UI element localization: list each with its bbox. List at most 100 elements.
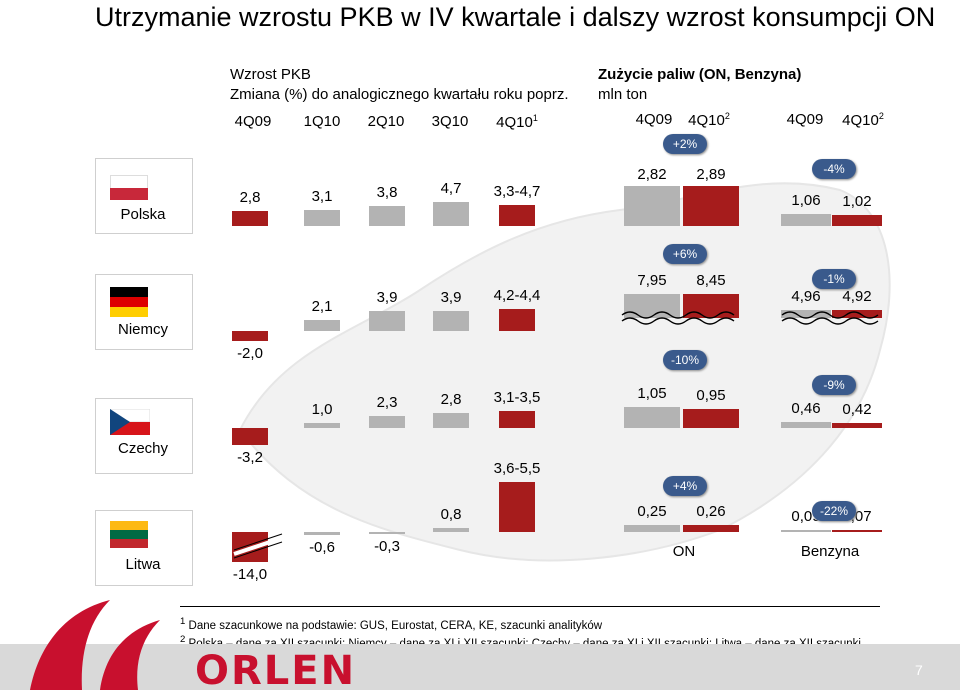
country-label-poland: Polska bbox=[120, 206, 166, 223]
gdp-bar bbox=[433, 201, 469, 226]
fuel-benz-label: 4,92 bbox=[842, 288, 872, 305]
fuel-col-header-label: 4Q10 bbox=[688, 112, 725, 129]
fuel-on-label: 0,95 bbox=[696, 387, 726, 404]
flag-poland bbox=[95, 158, 193, 234]
fuel-benz-label: 1,06 bbox=[791, 192, 821, 210]
fuel-benz-bar bbox=[781, 310, 831, 318]
gdp-data-label: 2,3 bbox=[376, 394, 398, 412]
fuel-on-bar bbox=[624, 407, 680, 428]
gdp-data-label: 3,8 bbox=[376, 184, 398, 202]
footnote-marker: 2 bbox=[724, 111, 730, 121]
footer-bar bbox=[0, 644, 960, 690]
gdp-bar bbox=[304, 532, 340, 536]
gdp-header-title: Wzrost PKB bbox=[230, 66, 311, 83]
fuel-on-bar bbox=[683, 294, 739, 318]
gdp-data-label: 3,9 bbox=[376, 288, 398, 306]
fuel-benz-bar bbox=[832, 530, 882, 532]
fuel-on-bar bbox=[683, 409, 739, 428]
footnote-text: Dane szacunkowe na podstawie: GUS, Euros… bbox=[188, 619, 603, 632]
change-badge: -9% bbox=[812, 375, 856, 395]
fuel-on-bar bbox=[683, 186, 739, 226]
gdp-col-header: 2Q10 bbox=[367, 113, 405, 130]
footnote-1: 1 Dane szacunkowe na podstawie: GUS, Eur… bbox=[180, 615, 880, 633]
gdp-data-label: 3,9 bbox=[440, 288, 462, 306]
flag-czechia bbox=[95, 398, 193, 474]
country-label-germany: Niemcy bbox=[117, 321, 168, 338]
fuel-benz-label: 0,42 bbox=[842, 400, 872, 418]
gdp-data-label: -2,0 bbox=[237, 345, 263, 363]
change-badge: -22% bbox=[812, 501, 856, 521]
gdp-bar bbox=[232, 331, 268, 342]
gdp-data-label: 1,0 bbox=[311, 400, 333, 418]
gdp-data-label: 2,8 bbox=[239, 189, 261, 207]
fuel-col-header: 4Q09 bbox=[786, 111, 824, 128]
gdp-bar bbox=[369, 416, 405, 428]
fuel-col-header-label: 4Q10 bbox=[842, 112, 879, 129]
fuel-benz-bar bbox=[832, 214, 882, 226]
gdp-col-header: 1Q10 bbox=[303, 113, 341, 130]
gdp-col-header: 4Q101 bbox=[477, 113, 557, 131]
gdp-data-label: -0,6 bbox=[309, 539, 335, 557]
gdp-bar bbox=[232, 211, 268, 226]
fuel-benz-bar bbox=[781, 422, 831, 428]
fuel-col-header: 4Q09 bbox=[635, 111, 673, 128]
fuel-on-label: 1,05 bbox=[637, 385, 667, 402]
page-number: 7 bbox=[915, 662, 923, 678]
page-title: Utrzymanie wzrostu PKB w IV kwartale i d… bbox=[95, 2, 936, 32]
flag-germany bbox=[95, 274, 193, 350]
fuel-on-bar bbox=[683, 524, 739, 532]
fuel-group-label-benzyna: Benzyna bbox=[800, 543, 860, 560]
gdp-data-label: -3,2 bbox=[237, 448, 263, 466]
gdp-bar bbox=[433, 413, 469, 428]
gdp-data-label: 4,7 bbox=[440, 179, 462, 197]
footnote-marker: 1 bbox=[180, 616, 186, 627]
gdp-bar bbox=[369, 206, 405, 226]
fuel-on-bar bbox=[624, 186, 680, 226]
fuel-on-label: 7,95 bbox=[637, 272, 667, 289]
gdp-data-label: -0,3 bbox=[374, 538, 400, 555]
fuel-benz-label: 4,96 bbox=[791, 288, 821, 305]
orlen-logo: ORLEN bbox=[195, 648, 357, 694]
fuel-on-bar bbox=[624, 294, 680, 318]
change-badge: -10% bbox=[663, 350, 707, 370]
fuel-col-header: 4Q102 bbox=[669, 111, 749, 129]
footnote-marker: 1 bbox=[532, 113, 538, 123]
gdp-bar bbox=[433, 527, 469, 532]
orlen-eagle-logo-shape bbox=[30, 600, 160, 690]
fuel-benz-bar bbox=[781, 530, 831, 532]
gdp-bar bbox=[304, 209, 340, 226]
fuel-on-label: 0,26 bbox=[696, 502, 726, 520]
flag-lithuania bbox=[95, 510, 193, 586]
gdp-data-label: 2,8 bbox=[440, 391, 462, 409]
fuel-col-header: 4Q102 bbox=[823, 111, 903, 129]
gdp-col-header: 4Q09 bbox=[234, 113, 272, 130]
gdp-bar bbox=[232, 428, 268, 445]
axis-break-marker bbox=[621, 311, 735, 325]
change-badge: -1% bbox=[812, 269, 856, 289]
change-badge: +2% bbox=[663, 134, 707, 154]
country-label-lithuania: Litwa bbox=[125, 556, 161, 573]
fuel-header-title: Zużycie paliw (ON, Benzyna) bbox=[598, 66, 802, 83]
gdp-bar bbox=[369, 310, 405, 331]
gdp-bar bbox=[369, 532, 405, 534]
fuel-group-label-on: ON bbox=[672, 543, 696, 560]
fuel-benz-bar bbox=[832, 310, 882, 318]
fuel-on-label: 0,25 bbox=[637, 503, 667, 520]
fuel-benz-label: 0,46 bbox=[791, 400, 821, 418]
gdp-header-subtitle: Zmiana (%) do analogicznego kwartału rok… bbox=[230, 86, 569, 103]
gdp-bar bbox=[433, 310, 469, 331]
gdp-bar bbox=[499, 205, 535, 226]
gdp-bar bbox=[499, 482, 535, 532]
change-badge: -4% bbox=[812, 159, 856, 179]
country-label-czechia: Czechy bbox=[117, 440, 169, 457]
gdp-data-label: 0,8 bbox=[440, 505, 462, 523]
gdp-data-label: 2,1 bbox=[311, 298, 333, 316]
footnote-marker: 2 bbox=[180, 633, 186, 645]
change-badge: +4% bbox=[663, 476, 707, 496]
axis-break-marker bbox=[781, 311, 879, 325]
footnote-marker: 2 bbox=[878, 111, 884, 121]
gdp-bar bbox=[304, 320, 340, 331]
gdp-data-label: 4,2-4,4 bbox=[493, 286, 541, 304]
gdp-data-label: 3,3-4,7 bbox=[493, 183, 541, 201]
fuel-on-label: 8,45 bbox=[696, 272, 726, 289]
